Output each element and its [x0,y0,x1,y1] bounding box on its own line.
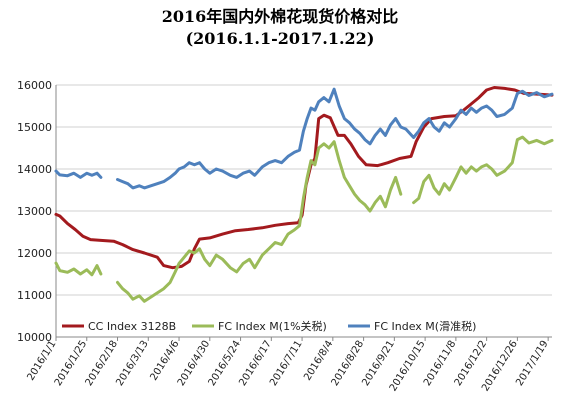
series-lines [54,86,554,303]
y-tick-label: 16000 [17,79,52,92]
series-line-2 [54,87,554,190]
series-line-0 [54,86,554,270]
y-tick-label: 15000 [17,121,52,134]
x-tick-label: 2017/1/19 [514,339,551,388]
legend-label-1: FC Index M(1%关税) [218,319,327,333]
x-tick-label: 2016/3/13 [114,339,151,388]
x-tick-label: 2016/8/4 [302,339,335,383]
chart-title: 2016年国内外棉花现货价格对比 [162,7,399,26]
y-tick-label: 14000 [17,163,52,176]
x-tick-label: 2016/7/11 [268,339,305,388]
y-tick-label: 12000 [17,247,52,260]
x-tick-label: 2016/1/1 [25,339,58,383]
chart-subtitle: (2016.1.1-2017.1.22) [186,29,375,48]
legend-label-2: FC Index M(滑准税) [374,319,476,333]
y-tick-label: 11000 [17,289,52,302]
y-axis-ticks: 10000 11000 12000 13000 14000 15000 16000 [17,79,52,344]
legend-label-0: CC Index 3128B [88,320,176,333]
y-tick-label: 10000 [17,331,52,344]
x-tick-label: 2016/4/6 [148,339,181,383]
series-line-1 [54,135,554,303]
x-axis-ticks: 2016/1/12016/1/252016/2/182016/3/132016/… [25,337,551,393]
y-tick-label: 13000 [17,205,52,218]
legend: CC Index 3128B FC Index M(1%关税) FC Index M… [62,319,476,333]
